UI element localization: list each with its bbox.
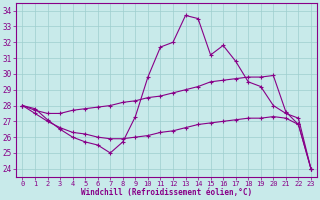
X-axis label: Windchill (Refroidissement éolien,°C): Windchill (Refroidissement éolien,°C) bbox=[81, 188, 252, 197]
